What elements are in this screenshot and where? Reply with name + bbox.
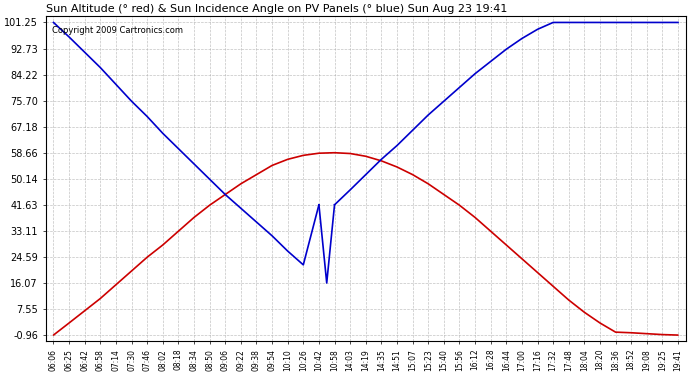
Text: Sun Altitude (° red) & Sun Incidence Angle on PV Panels (° blue) Sun Aug 23 19:4: Sun Altitude (° red) & Sun Incidence Ang…	[46, 4, 507, 14]
Text: Copyright 2009 Cartronics.com: Copyright 2009 Cartronics.com	[52, 26, 183, 35]
